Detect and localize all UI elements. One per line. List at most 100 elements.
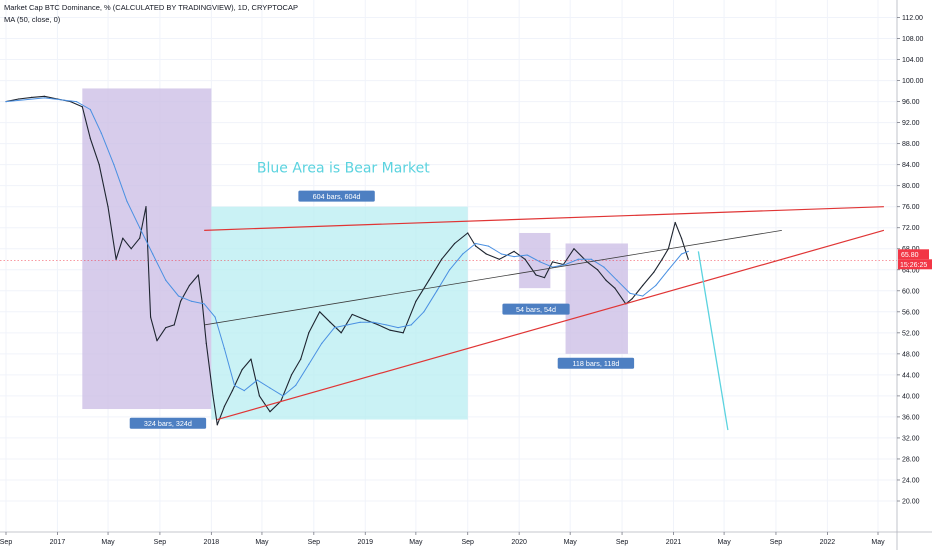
x-tick-label: May <box>101 539 115 546</box>
y-tick-label: 36.00 <box>902 414 920 421</box>
ma-point <box>500 253 503 255</box>
y-tick-label: 24.00 <box>902 477 920 484</box>
ma-point <box>203 303 205 305</box>
ma-point <box>214 316 216 318</box>
x-tick-label: 2022 <box>820 539 836 546</box>
annotation-text[interactable]: Blue Area is Bear Market <box>257 161 430 177</box>
ma-point <box>152 253 154 255</box>
y-tick-label: 32.00 <box>902 435 920 442</box>
ma-point <box>333 326 336 329</box>
price-point <box>269 411 271 413</box>
price-point <box>188 284 191 287</box>
x-tick-label: May <box>564 539 578 546</box>
price-point <box>605 279 607 281</box>
price-point <box>212 395 214 397</box>
ma-point <box>667 269 670 271</box>
price-point <box>329 321 331 323</box>
ma-point <box>177 295 180 297</box>
price-point <box>551 261 554 263</box>
ma-point <box>233 384 236 386</box>
x-tick-label: 2018 <box>204 539 220 546</box>
projection-line[interactable] <box>697 251 729 431</box>
ma-point <box>603 266 605 268</box>
price-point <box>216 424 218 426</box>
y-tick-label: 96.00 <box>902 99 920 106</box>
range-label-box <box>557 357 635 369</box>
price-point <box>130 248 132 250</box>
price-point <box>402 332 404 334</box>
ma-point <box>577 258 579 260</box>
price-point <box>308 332 310 334</box>
range-label: 324 bars, 324d <box>144 419 192 428</box>
y-tick-label: 28.00 <box>902 456 920 463</box>
y-tick-label: 112.00 <box>902 15 923 22</box>
ma-point <box>590 258 592 260</box>
price-point <box>250 358 252 360</box>
moving-average-line <box>5 97 689 397</box>
wedge-midline[interactable] <box>204 229 782 326</box>
ma-point <box>75 100 78 103</box>
price-line <box>5 95 689 426</box>
date-range-zones <box>82 88 628 420</box>
ma-point <box>359 321 361 323</box>
ma-point <box>551 266 554 268</box>
chart-title: Market Cap BTC Dominance, % (CALCULATED … <box>4 3 298 12</box>
price-point <box>498 258 500 260</box>
ma-point <box>126 200 128 203</box>
trend-lines <box>204 206 885 431</box>
bear-zone-1 <box>82 88 212 410</box>
ma-point <box>462 253 464 255</box>
ma-point <box>282 395 284 397</box>
price-point <box>258 395 261 397</box>
ma-point <box>165 279 167 281</box>
bear-zone-3 <box>519 232 551 289</box>
time-axis-panel <box>0 532 932 550</box>
indicator-label[interactable]: MA (50, close, 0) <box>4 15 61 24</box>
y-tick-label: 48.00 <box>902 351 920 358</box>
price-point <box>653 271 655 273</box>
price-point <box>631 298 633 300</box>
wedge-upper-line[interactable] <box>204 206 884 231</box>
y-tick-label: 52.00 <box>902 330 920 337</box>
bull-zone-2 <box>211 206 468 420</box>
price-point <box>81 106 83 108</box>
range-label: 118 bars, 118d <box>572 359 619 368</box>
ma-point <box>100 132 102 134</box>
y-tick-label: 56.00 <box>902 309 920 316</box>
x-tick-label: May <box>409 539 423 546</box>
price-point <box>290 374 293 376</box>
price-point <box>340 332 342 334</box>
range-label: 54 bars, 54d <box>516 305 556 314</box>
range-labels: Blue Area is Bear Market 324 bars, 324d 60… <box>129 161 635 429</box>
y-tick-label: 44.00 <box>902 372 920 379</box>
y-tick-label: 84.00 <box>902 162 920 169</box>
price-point <box>107 206 109 208</box>
ma-point <box>346 324 349 326</box>
x-tick-label: Sep <box>0 539 12 546</box>
ma-point <box>526 254 528 256</box>
price-point <box>642 284 644 287</box>
price-point <box>485 253 487 255</box>
current-price-badge <box>898 249 929 260</box>
ma-point <box>448 269 451 271</box>
x-tick-label: May <box>871 539 885 546</box>
ma-point <box>475 242 477 245</box>
x-tick-label: Sep <box>770 539 783 546</box>
x-tick-label: Sep <box>308 539 321 546</box>
wedge-lower-line[interactable] <box>217 229 885 421</box>
price-point <box>319 311 321 313</box>
price-point <box>300 358 302 360</box>
price-axis-panel <box>897 0 932 550</box>
ma-point <box>308 363 310 365</box>
price-point <box>122 237 124 239</box>
price-point <box>467 232 469 234</box>
countdown-value: 15:26:25 <box>900 262 927 269</box>
price-point <box>165 326 167 329</box>
range-label-box <box>502 303 570 315</box>
ma-point <box>43 97 45 99</box>
ma-point <box>256 379 258 381</box>
x-tick-label: Sep <box>461 539 474 546</box>
price-point <box>543 277 546 279</box>
